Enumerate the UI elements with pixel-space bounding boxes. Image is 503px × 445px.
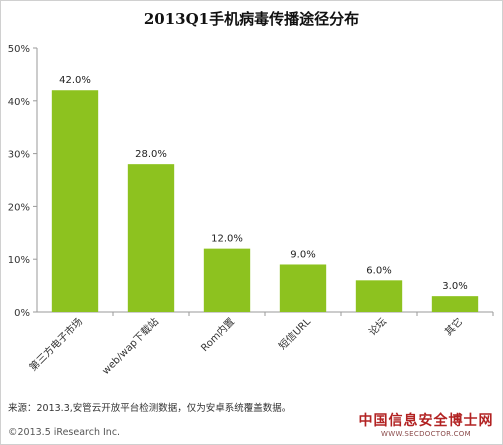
category-label: 第三方电子市场 (26, 315, 85, 374)
data-label: 12.0% (211, 234, 243, 245)
data-label: 42.0% (59, 75, 91, 86)
bar (431, 296, 479, 312)
category-label: 论坛 (366, 315, 389, 338)
y-tick-label: 10% (8, 255, 30, 266)
category-label: web/wap下载站 (99, 315, 161, 377)
category-label: 短信URL (276, 315, 314, 353)
y-tick-label: 30% (8, 150, 30, 161)
data-label: 9.0% (290, 249, 315, 260)
data-label: 3.0% (442, 281, 467, 292)
y-tick-label: 0% (14, 308, 30, 319)
bar (279, 264, 327, 312)
bar (203, 248, 251, 312)
bar (355, 280, 403, 312)
category-label: Rom内置 (198, 315, 237, 354)
y-tick-label: 50% (8, 44, 30, 55)
y-tick-label: 40% (8, 97, 30, 108)
source-note: 来源：2013.3,安管云开放平台检测数据，仅为安卓系统覆盖数据。 (8, 403, 292, 414)
bar (51, 90, 99, 313)
data-label: 6.0% (366, 265, 391, 276)
chart-title: 2013Q1手机病毒传播途径分布 (143, 10, 360, 28)
y-tick-label: 20% (8, 202, 30, 213)
data-label: 28.0% (135, 149, 167, 160)
bar (127, 164, 175, 312)
category-label: 其它 (442, 315, 465, 338)
copyright-note: ©2013.5 iResearch Inc. (8, 427, 121, 438)
